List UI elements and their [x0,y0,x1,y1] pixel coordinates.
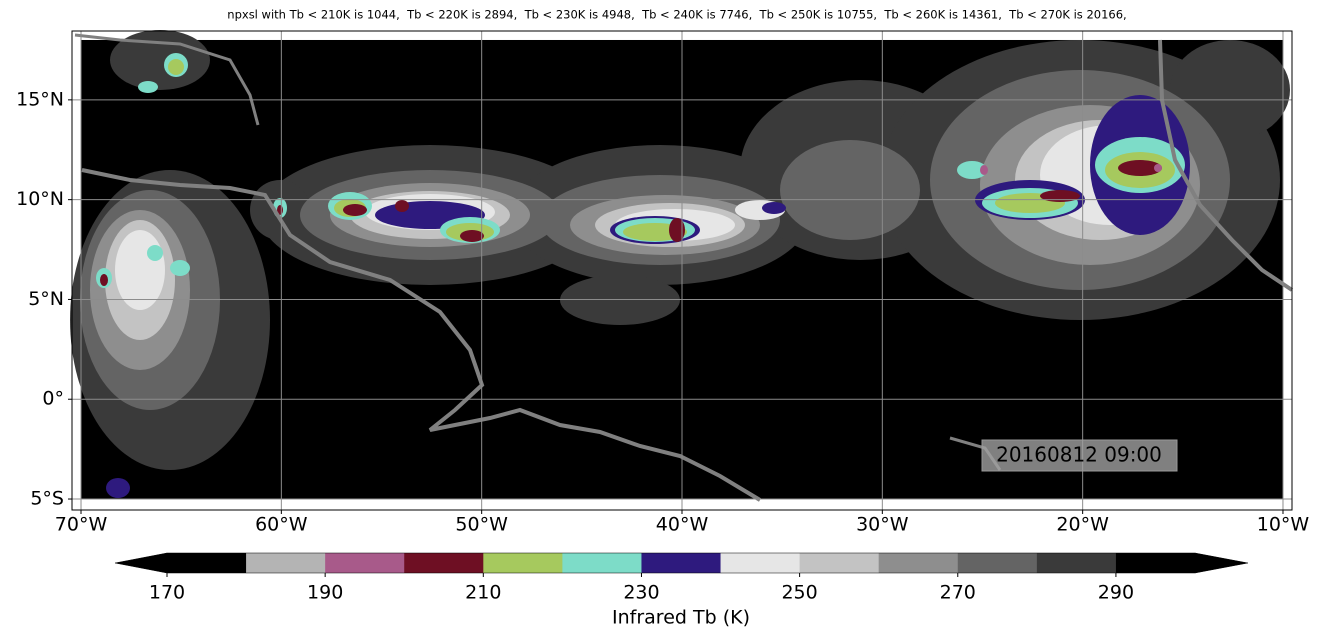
colorbar-segment [957,553,1038,573]
colorbar-segment [878,553,959,573]
timestamp-box [981,439,1178,472]
colorbar-tick-label: 170 [149,582,185,604]
map-title: npxsl with Tb < 210K is 1044, Tb < 220K … [227,8,1126,22]
y-tick-label: 5°S [30,488,64,510]
cloud-field [70,30,1294,502]
colorbar-segment [720,553,801,573]
colorbar-tick-label: 290 [1098,582,1134,604]
x-tick-label: 20°W [1056,514,1109,536]
colorbar-tick-label: 270 [940,582,976,604]
y-tick-label: 15°N [16,88,64,110]
colorbar-segment [483,553,563,573]
x-tick-label: 10°W [1257,514,1310,536]
x-tick-label: 50°W [455,514,508,536]
colorbar-segment [167,553,247,573]
colorbar-label: Infrared Tb (K) [612,607,750,629]
colorbar-segment [246,553,326,573]
colorbar-outline [166,552,1196,574]
x-tick-label: 70°W [55,514,108,536]
timestamp: 20160812 09:00 [996,443,1162,467]
colorbar-segment [325,553,405,573]
colorbar-tick-label: 230 [623,582,659,604]
colorbar-segment [641,553,722,573]
map-frame [71,30,1293,511]
colorbar-segment [1115,553,1196,573]
colorbar-segment [404,553,484,573]
colorbar-extension [114,552,168,574]
x-tick-label: 60°W [255,514,308,536]
colorbar-segment [562,553,642,573]
colorbar-extension [1194,552,1249,574]
x-tick-label: 40°W [656,514,709,536]
colorbar-segment [1036,553,1117,573]
y-tick-label: 0° [42,388,64,410]
y-tick-label: 10°N [16,188,64,210]
colorbar-segment [799,553,880,573]
y-tick-label: 5°N [28,288,64,310]
colorbar-tick-label: 190 [307,582,343,604]
colorbar-tick-label: 210 [465,582,501,604]
x-tick-label: 30°W [856,514,909,536]
colorbar-tick-label: 250 [781,582,817,604]
